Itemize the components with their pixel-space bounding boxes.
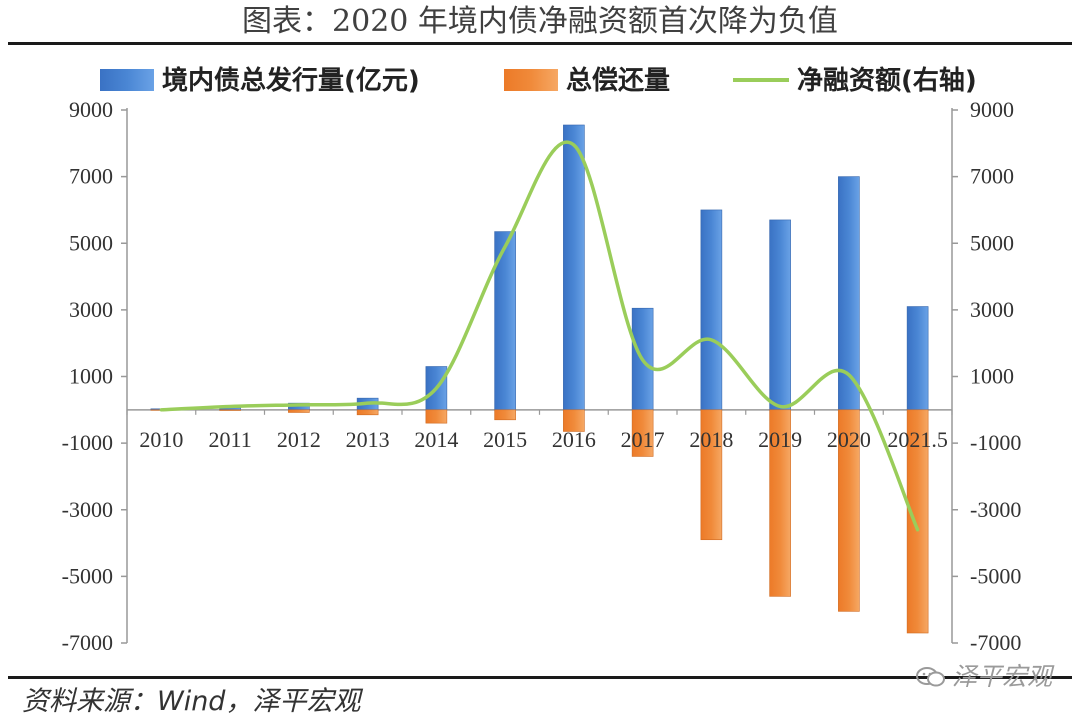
category-label: 2013 — [346, 427, 390, 452]
right-tick-label: -1000 — [970, 430, 1021, 455]
right-tick-label: 5000 — [970, 230, 1014, 255]
left-tick-label: 5000 — [69, 230, 113, 255]
left-tick-label: 9000 — [69, 97, 113, 122]
right-tick-label: 7000 — [970, 164, 1014, 189]
chart-title: 图表：2020 年境内债净融资额首次降为负值 — [242, 4, 838, 39]
category-label: 2020 — [827, 427, 871, 452]
right-tick-label: -7000 — [970, 630, 1021, 655]
left-tick-label: -5000 — [62, 563, 113, 588]
category-label: 2012 — [277, 427, 321, 452]
repayment-bar — [631, 409, 654, 457]
watermark-text: 泽平宏观 — [951, 662, 1052, 691]
left-tick-label: 1000 — [69, 364, 113, 389]
legend-label-issuance: 境内债总发行量(亿元) — [162, 65, 420, 96]
watermark: 泽平宏观 — [915, 660, 1052, 694]
right-tick-label: 3000 — [970, 297, 1014, 322]
top-rule — [8, 42, 1072, 45]
wechat-icon — [915, 667, 945, 687]
right-tick-label: -3000 — [970, 497, 1021, 522]
left-tick-label: -1000 — [62, 430, 113, 455]
repayment-bar — [288, 409, 310, 413]
right-tick-label: 9000 — [970, 97, 1014, 122]
axes — [121, 108, 958, 644]
legend-swatch-issuance — [100, 69, 154, 91]
left-tick-label: 7000 — [69, 164, 113, 189]
category-label: 2018 — [689, 427, 733, 452]
category-label: 2010 — [139, 427, 183, 452]
issuance-bar — [563, 124, 585, 411]
net-financing-line — [159, 140, 920, 532]
bottom-rule — [8, 676, 1072, 679]
category-label: 2021.5 — [887, 427, 948, 452]
repayment-bar — [494, 409, 516, 421]
bars — [150, 124, 929, 634]
issuance-bar — [769, 219, 791, 411]
legend-label-net: 净融资额(右轴) — [797, 66, 977, 96]
repayment-bar — [838, 409, 860, 612]
repayment-bar — [906, 409, 929, 634]
tick-labels: 9000 7000 5000 3000 1000 -1000 -3000 -5000 -7000… — [62, 97, 1022, 655]
issuance-bar — [700, 209, 723, 411]
source-note: 资料来源：Wind，泽平宏观 — [22, 686, 361, 717]
legend-swatch-repayment — [504, 69, 558, 91]
right-tick-label: -5000 — [970, 563, 1021, 588]
issuance-bar — [906, 306, 929, 411]
category-label: 2015 — [483, 427, 527, 452]
left-tick-label: 3000 — [69, 297, 113, 322]
category-label: 2014 — [414, 427, 458, 452]
net-financing-line-group — [159, 140, 920, 532]
repayment-bar — [425, 409, 448, 424]
category-label: 2019 — [758, 427, 802, 452]
left-tick-label: -3000 — [62, 497, 113, 522]
repayment-bar — [563, 409, 585, 432]
category-label: 2011 — [209, 427, 252, 452]
repayment-bar — [356, 409, 379, 416]
legend-label-repayment: 总偿还量 — [566, 66, 670, 96]
left-tick-label: -7000 — [62, 630, 113, 655]
repayment-bar — [700, 409, 723, 541]
category-label: 2017 — [621, 427, 665, 452]
category-label: 2016 — [552, 427, 596, 452]
repayment-bar — [769, 409, 791, 597]
legend: 境内债总发行量(亿元) 总偿还量 净融资额(右轴) — [100, 65, 977, 96]
right-tick-label: 1000 — [970, 364, 1014, 389]
repayment-bar — [219, 409, 241, 411]
